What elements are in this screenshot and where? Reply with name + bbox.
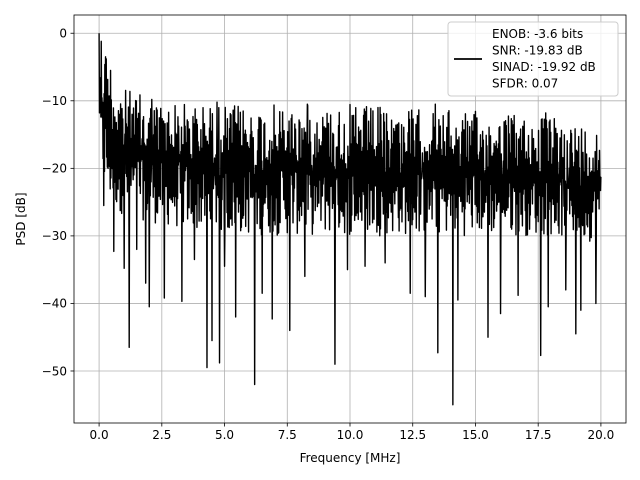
x-tick-label: 17.5: [525, 428, 552, 442]
x-tick-label: 15.0: [462, 428, 489, 442]
x-tick-label: 5.0: [215, 428, 234, 442]
y-ticks: 0 −10 −20 −30 −40 −50: [42, 27, 74, 378]
y-tick-label: −10: [42, 94, 67, 108]
x-tick-label: 7.5: [278, 428, 297, 442]
x-axis-label: Frequency [MHz]: [300, 451, 401, 465]
legend-entry-line: SINAD: -19.92 dB: [492, 60, 596, 74]
legend-entry-line: SNR: -19.83 dB: [492, 44, 583, 58]
legend-entry-line: ENOB: -3.6 bits: [492, 27, 583, 41]
x-tick-label: 2.5: [152, 428, 171, 442]
y-tick-label: −20: [42, 162, 67, 176]
psd-trace: [98, 33, 602, 406]
y-tick-label: −30: [42, 229, 67, 243]
psd-series-line: [98, 33, 602, 406]
x-tick-label: 0.0: [90, 428, 109, 442]
legend: ENOB: -3.6 bits SNR: -19.83 dB SINAD: -19.…: [447, 21, 619, 97]
y-tick-label: −50: [42, 364, 67, 378]
y-tick-label: −40: [42, 297, 67, 311]
x-tick-label: 20.0: [588, 428, 615, 442]
x-tick-label: 10.0: [337, 428, 364, 442]
y-axis-label: PSD [dB]: [14, 192, 28, 245]
legend-box: [447, 21, 619, 97]
y-tick-label: 0: [59, 27, 67, 41]
x-tick-label: 12.5: [399, 428, 426, 442]
legend-entry-line: SFDR: 0.07: [492, 77, 558, 91]
legend-entry-label: ENOB: -3.6 bits SNR: -19.83 dB SINAD: -19.…: [492, 27, 596, 91]
x-ticks: 0.0 2.5 5.0 7.5 10.0 12.5 15.0 17.5 20.0: [90, 423, 615, 442]
